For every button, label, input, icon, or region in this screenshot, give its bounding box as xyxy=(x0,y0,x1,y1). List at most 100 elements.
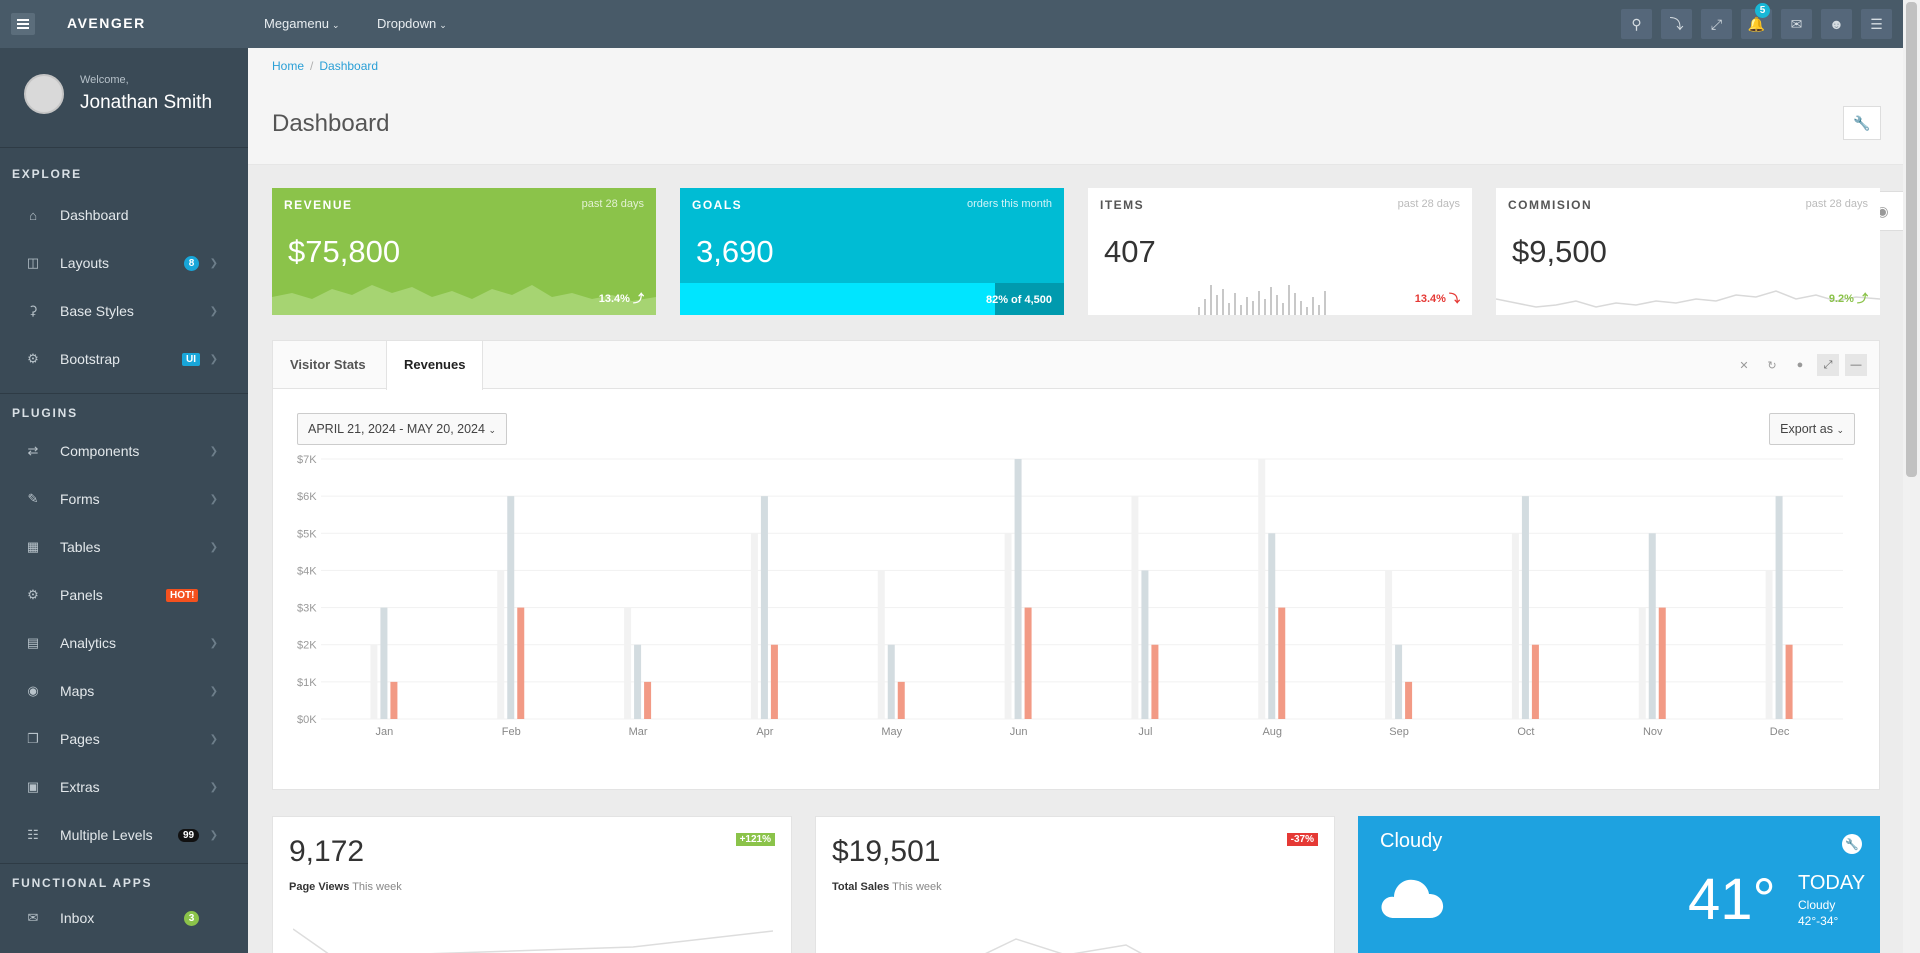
commission-tile: COMMISION past 28 days $9,500 9.2% ⤴ xyxy=(1496,188,1880,315)
weather-today-label: TODAY xyxy=(1798,872,1866,894)
section-plugins: PLUGINS xyxy=(0,393,248,427)
export-button[interactable]: Export as ⌄ xyxy=(1769,413,1855,445)
breadcrumb-home[interactable]: Home xyxy=(272,59,305,73)
refresh-icon[interactable]: ↻ xyxy=(1767,359,1777,372)
bar-apr-s1 xyxy=(760,496,768,719)
date-range-label: APRIL 21, 2024 - MAY 20, 2024 xyxy=(308,422,485,436)
sidebar-item-base-styles[interactable]: ⚳ Base Styles ❯ xyxy=(0,287,248,335)
sidebar-item-tables[interactable]: ▦ Tables ❯ xyxy=(0,523,248,571)
notifications-button[interactable]: 🔔 5 xyxy=(1741,3,1772,39)
bar-sep-s1 xyxy=(1395,644,1403,719)
ui-badge: UI xyxy=(182,352,200,366)
x-tick-label: Apr xyxy=(756,726,773,738)
sidebar-item-forms[interactable]: ✎ Forms ❯ xyxy=(0,475,248,523)
megamenu-link[interactable]: Megamenu ⌄ xyxy=(264,16,340,31)
scrollbar-thumb[interactable] xyxy=(1906,2,1917,477)
wrench-icon[interactable]: 🔧 xyxy=(1842,834,1862,854)
card-value: $19,501 xyxy=(832,835,941,868)
levels-count-badge: 99 xyxy=(178,828,200,842)
page-scrollbar[interactable] xyxy=(1903,0,1920,953)
import-button[interactable]: ⤵ xyxy=(1661,9,1692,39)
sidebar-item-maps[interactable]: ◉ Maps ❯ xyxy=(0,667,248,715)
table-icon: ▦ xyxy=(26,539,40,554)
bar-nov-s0 xyxy=(1638,607,1646,719)
goals-progress-fill xyxy=(680,283,995,315)
breadcrumb-dashboard[interactable]: Dashboard xyxy=(319,59,379,73)
bar-jan-s0 xyxy=(370,644,378,719)
tile-footer: 13.4% ⤵ xyxy=(1414,293,1460,305)
goals-tile: GOALS orders this month 3,690 82% of 4,5… xyxy=(680,188,1064,315)
sidebar-item-label: Multiple Levels xyxy=(60,827,153,843)
card-period: This week xyxy=(352,881,402,893)
sidebar-item-label: Layouts xyxy=(60,255,110,271)
revenue-tile: REVENUE past 28 days $75,800 13.4% ⤴ xyxy=(272,188,656,315)
bar-feb-s0 xyxy=(497,570,505,719)
chevron-right-icon: ❯ xyxy=(209,637,218,649)
collapse-icon[interactable]: — xyxy=(1845,354,1867,376)
search-icon: ⚲ xyxy=(1631,15,1642,32)
x-tick-label: Jul xyxy=(1138,726,1152,738)
layouts-count-badge: 8 xyxy=(184,255,199,271)
expand-icon[interactable]: ⤢ xyxy=(1817,354,1839,376)
sidebar-toggle-button[interactable] xyxy=(11,13,35,35)
chevron-right-icon: ❯ xyxy=(209,445,218,457)
search-button[interactable]: ⚲ xyxy=(1621,9,1652,39)
user-menu-button[interactable]: ☻ xyxy=(1821,9,1852,39)
tile-title: ITEMS xyxy=(1100,198,1145,212)
sidebar-item-dashboard[interactable]: ⌂ Dashboard xyxy=(0,191,248,239)
color-drop-icon[interactable]: ● xyxy=(1796,359,1804,371)
fullscreen-icon: ⤢ xyxy=(1710,15,1723,32)
avatar[interactable] xyxy=(24,74,64,114)
sidebar-item-multiple-levels[interactable]: ☷ Multiple Levels 99 ❯ xyxy=(0,811,248,859)
sidebar-item-label: Bootstrap xyxy=(60,351,120,367)
panel-tools: ✕ ↻ ● ⤢ — xyxy=(1733,354,1867,376)
x-tick-label: Dec xyxy=(1770,726,1790,738)
bar-dec-s1 xyxy=(1775,496,1783,719)
y-tick-label: $7K xyxy=(297,454,317,466)
sidebar-item-label: Components xyxy=(60,443,140,459)
x-tick-label: Sep xyxy=(1389,726,1409,738)
bar-jun-s2 xyxy=(1024,607,1032,719)
page-settings-button[interactable]: 🔧 xyxy=(1843,106,1881,140)
sidebar-item-bootstrap[interactable]: ⚙ Bootstrap UI ❯ xyxy=(0,335,248,383)
sidebar-item-analytics[interactable]: ▤ Analytics ❯ xyxy=(0,619,248,667)
bar-apr-s2 xyxy=(770,644,778,719)
chevron-down-icon: ⌄ xyxy=(1836,425,1844,435)
sidebar-item-components[interactable]: ⇄ Components ❯ xyxy=(0,427,248,475)
tab-visitor-stats[interactable]: Visitor Stats xyxy=(290,357,366,372)
items-sparkbars xyxy=(1198,285,1326,315)
card-label-text: Total Sales xyxy=(832,881,890,893)
sidebar-item-extras[interactable]: ▣ Extras ❯ xyxy=(0,763,248,811)
sidebar-item-inbox[interactable]: ✉ Inbox 3 xyxy=(0,897,248,939)
change-badge: -37% xyxy=(1286,833,1318,846)
tab-revenues[interactable]: Revenues xyxy=(386,341,484,390)
chevron-right-icon: ❯ xyxy=(209,829,218,841)
sidebar-item-pages[interactable]: ❐ Pages ❯ xyxy=(0,715,248,763)
dropdown-label: Dropdown xyxy=(377,16,437,31)
x-tick-label: Mar xyxy=(629,726,648,738)
close-icon[interactable]: ✕ xyxy=(1739,359,1749,372)
dropdown-link[interactable]: Dropdown ⌄ xyxy=(377,16,447,31)
fullscreen-button[interactable]: ⤢ xyxy=(1701,9,1732,39)
page-views-card: 9,172 Page Views This week +121% xyxy=(272,816,792,953)
sidebar-item-layouts[interactable]: ◫ Layouts 8 ❯ xyxy=(0,239,248,287)
brand-logo[interactable]: AVENGER xyxy=(67,15,146,31)
chevron-right-icon: ❯ xyxy=(209,685,218,697)
y-tick-label: $1K xyxy=(297,677,317,689)
user-panel: Welcome, Jonathan Smith xyxy=(0,48,248,148)
bell-icon: 🔔 xyxy=(1747,15,1766,32)
messages-button[interactable]: ✉ xyxy=(1781,9,1812,39)
tile-footer: 82% of 4,500 xyxy=(985,294,1052,306)
section-explore: EXPLORE xyxy=(12,167,82,181)
date-range-button[interactable]: APRIL 21, 2024 - MAY 20, 2024 ⌄ xyxy=(297,413,507,445)
bar-mar-s2 xyxy=(644,681,652,719)
right-menu-button[interactable]: ☰ xyxy=(1861,9,1892,39)
bar-nov-s1 xyxy=(1648,533,1656,719)
pencil-icon: ✎ xyxy=(27,491,39,506)
breadcrumb: Home / Dashboard xyxy=(272,59,378,73)
sidebar-item-panels[interactable]: ⚙ Panels HOT! xyxy=(0,571,248,619)
user-name[interactable]: Jonathan Smith xyxy=(80,92,213,113)
y-tick-label: $2K xyxy=(297,640,317,652)
chevron-right-icon: ❯ xyxy=(209,493,218,505)
bar-jun-s1 xyxy=(1014,459,1022,719)
